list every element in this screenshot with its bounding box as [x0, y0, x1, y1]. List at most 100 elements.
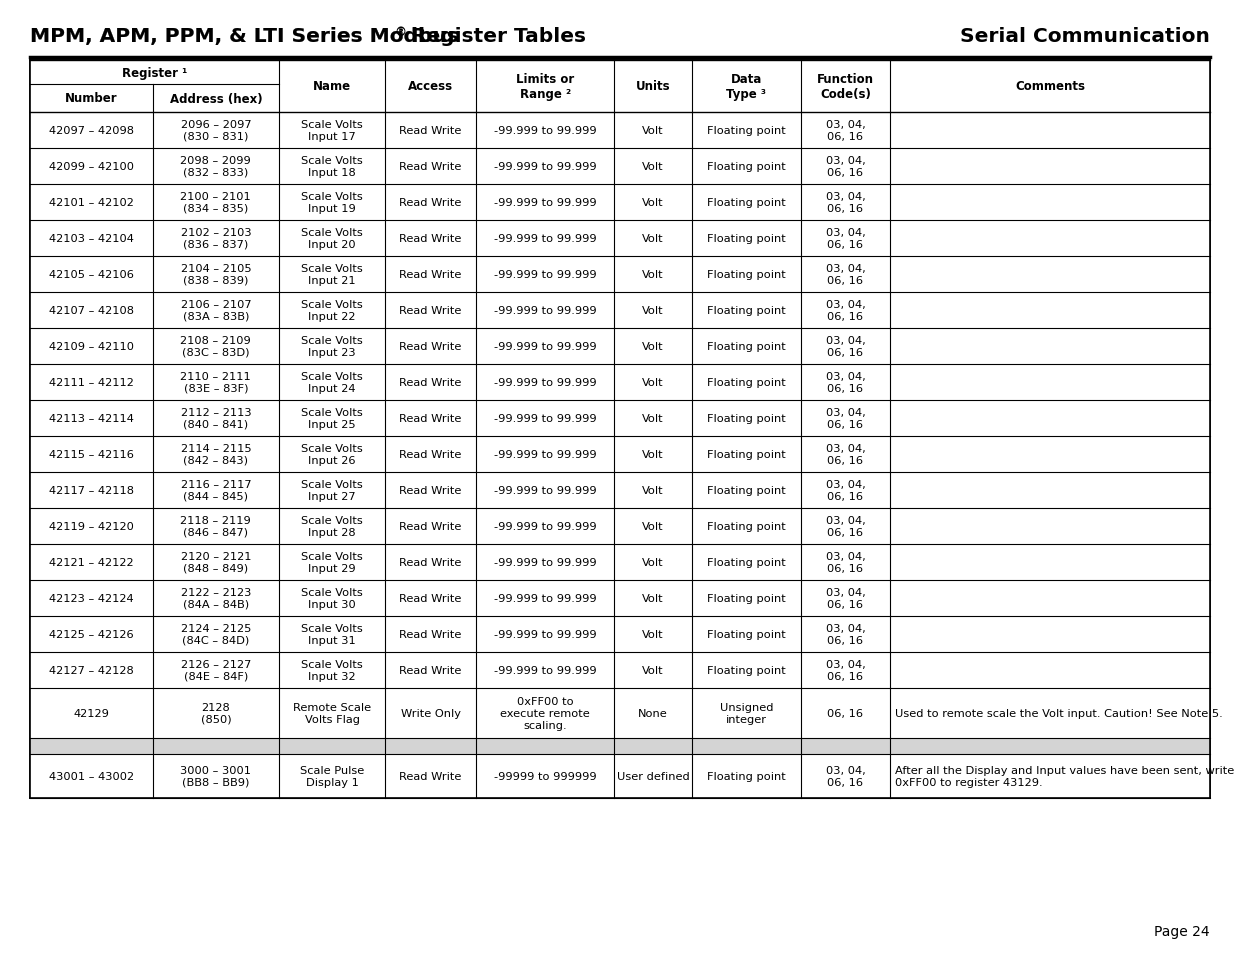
Text: Used to remote scale the Volt input. Caution! See Note 5.: Used to remote scale the Volt input. Cau…: [895, 708, 1223, 719]
Text: Floating point: Floating point: [706, 377, 785, 388]
Bar: [30, 61, 1210, 799]
Text: Scale Volts
Input 29: Scale Volts Input 29: [301, 552, 363, 573]
Text: Scale Volts
Input 31: Scale Volts Input 31: [301, 623, 363, 645]
Text: 2098 – 2099
(832 – 833): 2098 – 2099 (832 – 833): [180, 156, 251, 177]
Text: Scale Volts
Input 32: Scale Volts Input 32: [301, 659, 363, 681]
Text: 42099 – 42100: 42099 – 42100: [49, 162, 133, 172]
Bar: [30, 400, 1210, 436]
Text: Floating point: Floating point: [706, 198, 785, 208]
Text: Volt: Volt: [642, 162, 664, 172]
Text: Scale Volts
Input 21: Scale Volts Input 21: [301, 264, 363, 286]
Text: 03, 04,
06, 16: 03, 04, 06, 16: [825, 623, 866, 645]
Text: Read Write: Read Write: [399, 629, 462, 639]
Bar: [30, 293, 1210, 329]
Bar: [30, 256, 1210, 293]
Text: Volt: Volt: [642, 594, 664, 603]
Bar: [30, 185, 1210, 221]
Text: Read Write: Read Write: [399, 665, 462, 676]
Text: Floating point: Floating point: [706, 485, 785, 496]
Text: 03, 04,
06, 16: 03, 04, 06, 16: [825, 192, 866, 213]
Text: Volt: Volt: [642, 233, 664, 244]
Text: Scale Pulse
Display 1: Scale Pulse Display 1: [300, 765, 364, 787]
Text: 42129: 42129: [73, 708, 109, 719]
Text: 42125 – 42126: 42125 – 42126: [49, 629, 133, 639]
Text: ®: ®: [394, 26, 406, 39]
Bar: [30, 473, 1210, 509]
Text: Register ¹: Register ¹: [122, 67, 188, 79]
Text: Scale Volts
Input 22: Scale Volts Input 22: [301, 300, 363, 321]
Text: -99.999 to 99.999: -99.999 to 99.999: [494, 629, 597, 639]
Text: 03, 04,
06, 16: 03, 04, 06, 16: [825, 408, 866, 430]
Text: 2120 – 2121
(848 – 849): 2120 – 2121 (848 – 849): [180, 552, 251, 573]
Text: Read Write: Read Write: [399, 306, 462, 315]
Text: Volt: Volt: [642, 485, 664, 496]
Text: Number: Number: [65, 92, 117, 106]
Text: 2112 – 2113
(840 – 841): 2112 – 2113 (840 – 841): [180, 408, 251, 430]
Text: Volt: Volt: [642, 450, 664, 459]
Text: Floating point: Floating point: [706, 126, 785, 136]
Bar: [30, 149, 1210, 185]
Text: 42123 – 42124: 42123 – 42124: [49, 594, 133, 603]
Bar: [30, 329, 1210, 365]
Text: 2126 – 2127
(84E – 84F): 2126 – 2127 (84E – 84F): [180, 659, 251, 681]
Text: Read Write: Read Write: [399, 485, 462, 496]
Text: After all the Display and Input values have been sent, write
0xFF00 to register : After all the Display and Input values h…: [895, 765, 1235, 787]
Text: Scale Volts
Input 20: Scale Volts Input 20: [301, 228, 363, 250]
Text: None: None: [638, 708, 668, 719]
Text: 03, 04,
06, 16: 03, 04, 06, 16: [825, 659, 866, 681]
Text: 03, 04,
06, 16: 03, 04, 06, 16: [825, 156, 866, 177]
Text: Name: Name: [312, 80, 351, 93]
Text: 03, 04,
06, 16: 03, 04, 06, 16: [825, 444, 866, 465]
Bar: [30, 365, 1210, 400]
Text: Read Write: Read Write: [399, 521, 462, 532]
Bar: [30, 221, 1210, 256]
Text: Scale Volts
Input 30: Scale Volts Input 30: [301, 588, 363, 609]
Text: Function
Code(s): Function Code(s): [816, 73, 874, 101]
Bar: [30, 617, 1210, 652]
Text: MPM, APM, PPM, & LTI Series Modbus: MPM, APM, PPM, & LTI Series Modbus: [30, 27, 459, 46]
Text: Volt: Volt: [642, 665, 664, 676]
Text: 2100 – 2101
(834 – 835): 2100 – 2101 (834 – 835): [180, 192, 251, 213]
Text: Volt: Volt: [642, 306, 664, 315]
Text: Floating point: Floating point: [706, 162, 785, 172]
Text: 42103 – 42104: 42103 – 42104: [49, 233, 133, 244]
Text: 2124 – 2125
(84C – 84D): 2124 – 2125 (84C – 84D): [180, 623, 251, 645]
Text: Volt: Volt: [642, 414, 664, 423]
Text: Scale Volts
Input 26: Scale Volts Input 26: [301, 444, 363, 465]
Text: 42127 – 42128: 42127 – 42128: [49, 665, 133, 676]
Text: Scale Volts
Input 23: Scale Volts Input 23: [301, 335, 363, 357]
Text: Floating point: Floating point: [706, 450, 785, 459]
Bar: [30, 652, 1210, 688]
Text: Remote Scale
Volts Flag: Remote Scale Volts Flag: [293, 702, 372, 724]
Text: -99.999 to 99.999: -99.999 to 99.999: [494, 306, 597, 315]
Bar: [30, 544, 1210, 580]
Text: -99.999 to 99.999: -99.999 to 99.999: [494, 665, 597, 676]
Text: 03, 04,
06, 16: 03, 04, 06, 16: [825, 120, 866, 142]
Text: 42121 – 42122: 42121 – 42122: [49, 558, 133, 567]
Text: Scale Volts
Input 25: Scale Volts Input 25: [301, 408, 363, 430]
Text: 42115 – 42116: 42115 – 42116: [49, 450, 133, 459]
Text: 2106 – 2107
(83A – 83B): 2106 – 2107 (83A – 83B): [180, 300, 251, 321]
Text: 2122 – 2123
(84A – 84B): 2122 – 2123 (84A – 84B): [180, 588, 251, 609]
Text: Volt: Volt: [642, 629, 664, 639]
Text: Serial Communication: Serial Communication: [960, 27, 1210, 46]
Text: Unsigned
integer: Unsigned integer: [720, 702, 773, 724]
Text: 2116 – 2117
(844 – 845): 2116 – 2117 (844 – 845): [180, 479, 251, 501]
Text: 42113 – 42114: 42113 – 42114: [49, 414, 133, 423]
Text: -99.999 to 99.999: -99.999 to 99.999: [494, 521, 597, 532]
Bar: [30, 436, 1210, 473]
Text: Read Write: Read Write: [399, 558, 462, 567]
Text: Floating point: Floating point: [706, 665, 785, 676]
Text: 03, 04,
06, 16: 03, 04, 06, 16: [825, 479, 866, 501]
Text: Write Only: Write Only: [400, 708, 461, 719]
Text: Floating point: Floating point: [706, 771, 785, 781]
Text: 03, 04,
06, 16: 03, 04, 06, 16: [825, 372, 866, 394]
Text: Floating point: Floating point: [706, 270, 785, 280]
Text: -99.999 to 99.999: -99.999 to 99.999: [494, 594, 597, 603]
Text: 03, 04,
06, 16: 03, 04, 06, 16: [825, 264, 866, 286]
Text: Volt: Volt: [642, 270, 664, 280]
Text: Floating point: Floating point: [706, 521, 785, 532]
Bar: [30, 112, 1210, 149]
Text: -99999 to 999999: -99999 to 999999: [494, 771, 597, 781]
Bar: [30, 580, 1210, 617]
